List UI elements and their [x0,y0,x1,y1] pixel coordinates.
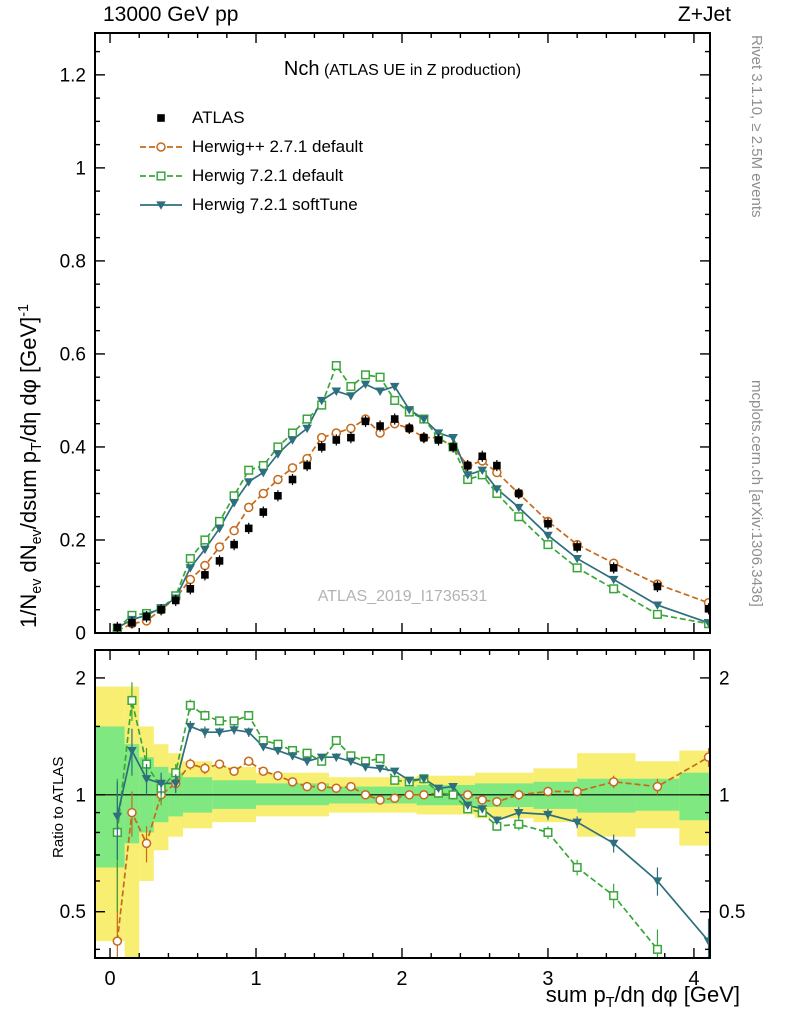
legend-item: Herwig++ 2.7.1 default [138,132,363,161]
x-axis-label: sum pT/dη dφ [GeV] [545,982,740,1011]
beam-energy-label: 13000 GeV pp [103,3,239,26]
y-axis-label: 1/Nev dNev/dsum pT/dη dφ [GeV]-1 [16,304,45,628]
legend: ATLAS Herwig++ 2.7.1 default Herwig 7.2.… [138,103,363,219]
svg-text:4: 4 [688,968,699,990]
svg-text:0: 0 [75,624,86,645]
legend-marker [138,109,184,127]
observable-name: Nch [283,58,320,80]
legend-item: Herwig 7.2.1 softTune [138,190,363,219]
legend-item: Herwig 7.2.1 default [138,161,363,190]
svg-text:2: 2 [75,668,86,689]
legend-marker [138,138,184,156]
svg-text:0.2: 0.2 [60,530,86,551]
svg-text:0.6: 0.6 [60,344,86,365]
plot-title: Nch (ATLAS UE in Z production) [95,58,710,81]
legend-marker [138,167,184,185]
svg-text:1.2: 1.2 [60,65,86,86]
svg-text:1: 1 [719,785,730,806]
svg-text:2: 2 [719,668,730,689]
svg-text:0.5: 0.5 [60,902,86,923]
legend-label: Herwig 7.2.1 default [192,165,344,185]
analysis-id-watermark: ATLAS_2019_I1736531 [317,588,488,605]
process-label: Z+Jet [677,3,731,26]
svg-text:3: 3 [542,968,553,990]
svg-text:1: 1 [75,158,86,179]
ratio-y-axis-label: Ratio to ATLAS [50,756,67,858]
svg-text:0: 0 [104,968,115,990]
svg-text:2: 2 [396,968,407,990]
legend-marker [138,196,184,214]
svg-text:0.5: 0.5 [719,902,745,923]
legend-label: Herwig 7.2.1 softTune [192,194,358,214]
mcplots-credit-label: mcplots.cern.ch [arXiv:1306.3436] [748,380,765,607]
analysis-name: (ATLAS UE in Z production) [323,62,522,79]
svg-text:1: 1 [250,968,261,990]
legend-item: ATLAS [138,103,363,132]
rivet-version-label: Rivet 3.1.10, ≥ 2.5M events [748,35,765,218]
svg-text:0.4: 0.4 [60,437,87,458]
legend-label: Herwig++ 2.7.1 default [192,136,364,156]
legend-label: ATLAS [192,107,245,127]
svg-text:0.8: 0.8 [60,251,86,272]
svg-text:1: 1 [75,785,86,806]
